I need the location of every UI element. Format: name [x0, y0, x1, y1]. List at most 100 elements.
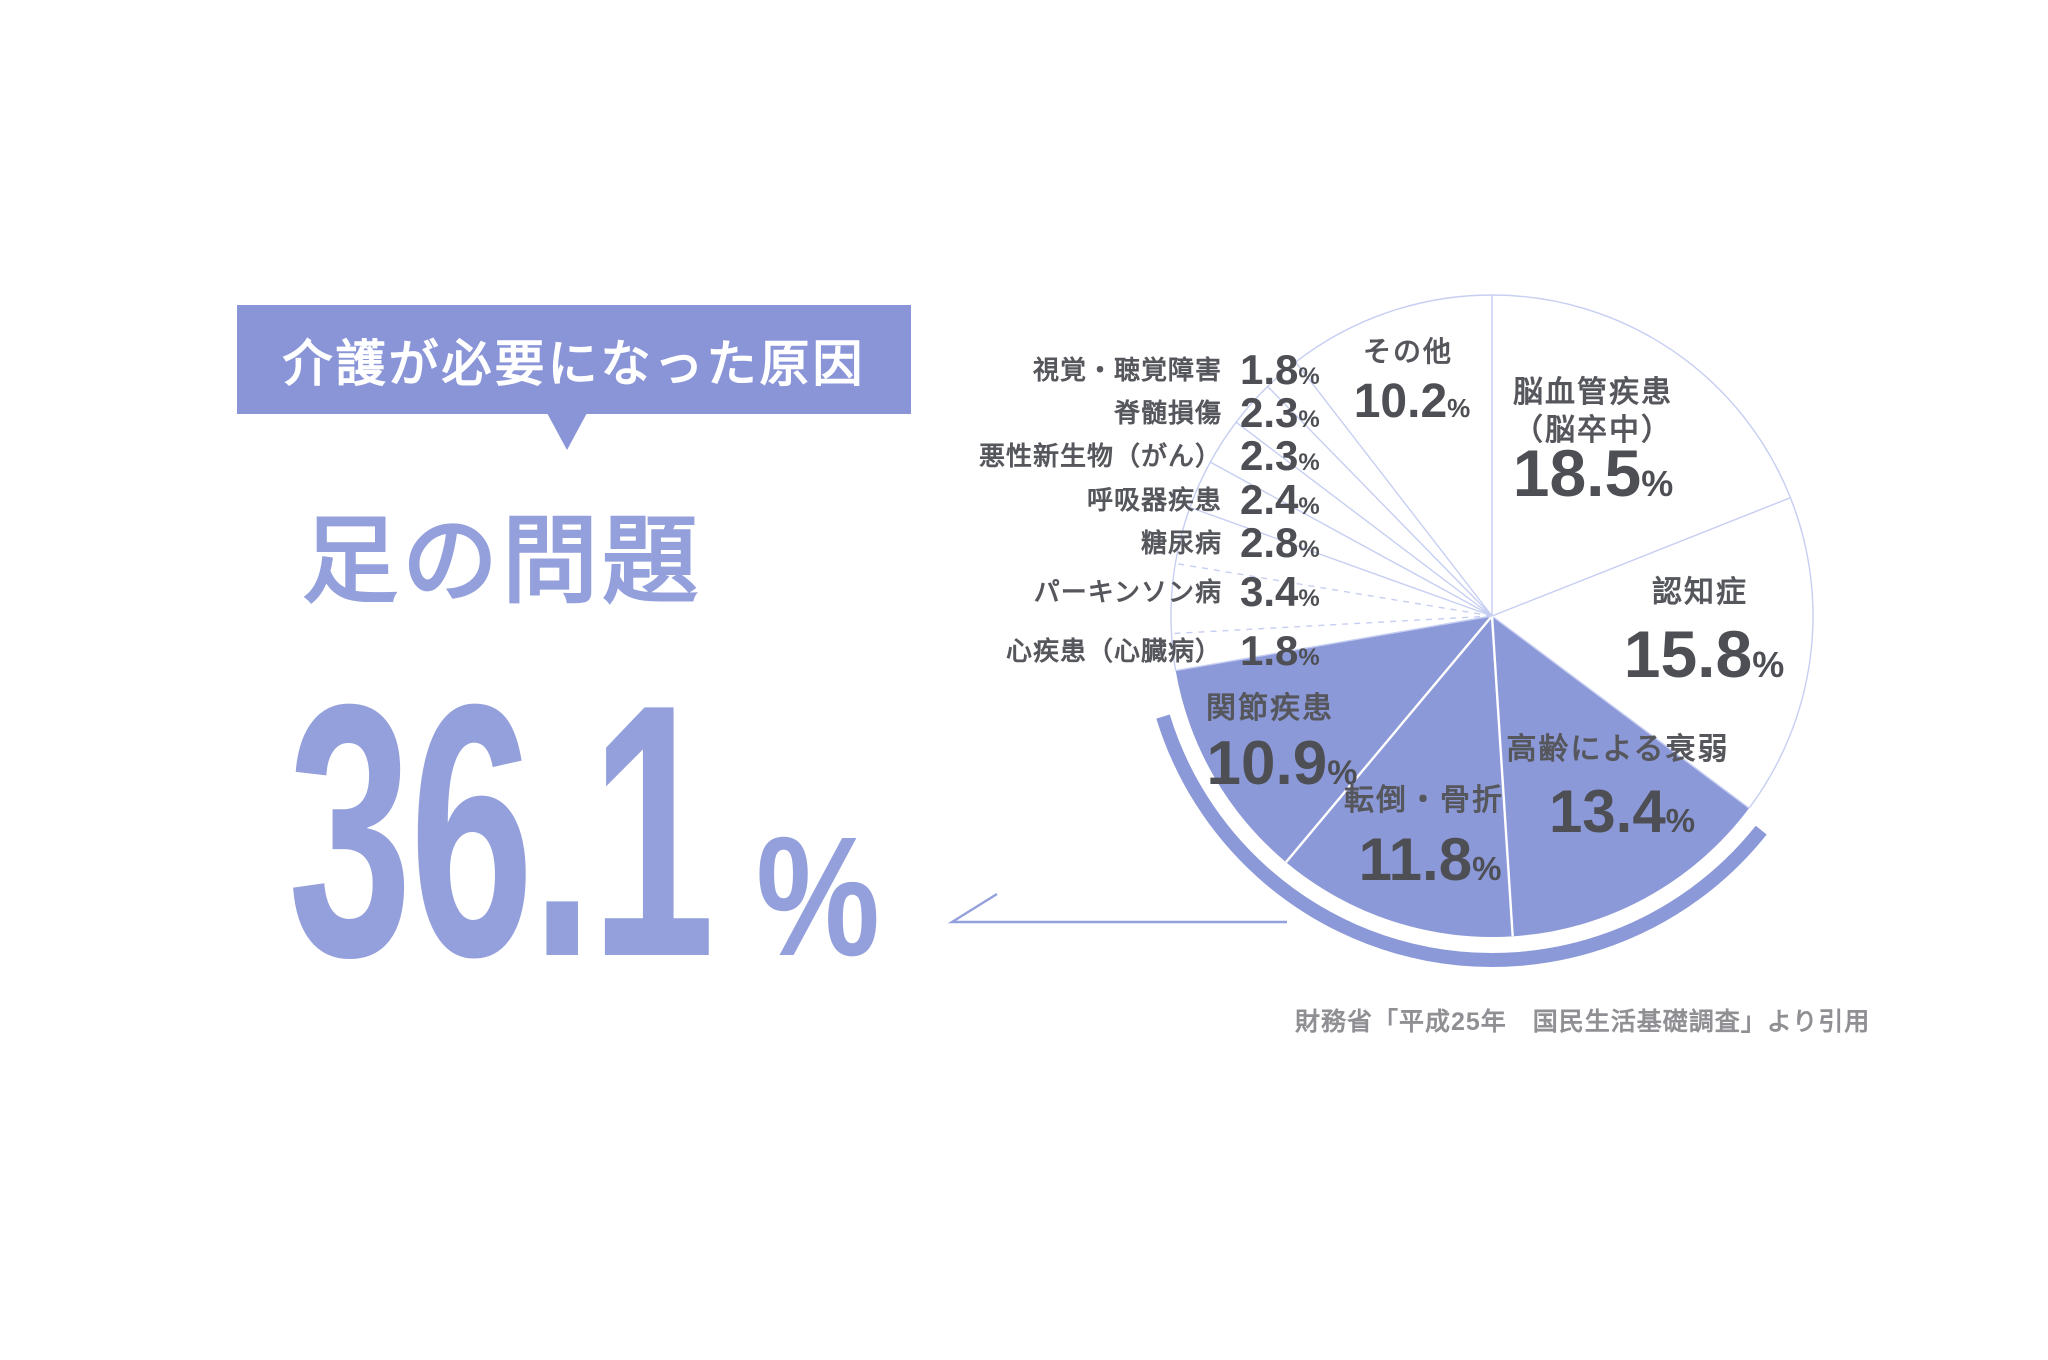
- pie-slice: [1267, 362, 1492, 616]
- pie-slice-label: その他: [1198, 334, 1618, 370]
- pie-slice-percentage: 18.5%: [1383, 433, 1803, 533]
- slice-value: 10.2: [1353, 375, 1448, 429]
- pie-slice-divider: [1209, 461, 1493, 617]
- slice-value: 15.8: [1623, 617, 1753, 692]
- pie-slice-divider: [1175, 615, 1493, 672]
- percent-sign: %: [1298, 406, 1320, 433]
- pie-slice-label-line: 高齢による衰弱: [1506, 733, 1730, 766]
- percent-sign: %: [1298, 363, 1320, 390]
- percent-sign: %: [1665, 801, 1696, 839]
- pie-slice: [1189, 462, 1492, 616]
- pie-slice-divider: [1189, 506, 1493, 617]
- pie-slice: [1175, 507, 1492, 616]
- highlight-arc: [1156, 714, 1767, 967]
- percent-sign: %: [1752, 644, 1785, 686]
- slice-value: 2.8: [1240, 519, 1299, 566]
- title-badge-pointer-icon: [547, 413, 587, 450]
- percent-sign: %: [1327, 753, 1358, 792]
- slice-value: 11.8: [1358, 825, 1473, 893]
- percent-sign: %: [1641, 463, 1674, 505]
- pie-slice-percentage: 11.8%: [1220, 823, 1640, 913]
- pie-slice-label: 脳血管疾患 （脳卒中）: [1383, 374, 1803, 450]
- pie-slice-label-line: その他: [1362, 336, 1453, 367]
- pie-slice-percentage: 13.4%: [1412, 775, 1832, 865]
- pie-slice-divider: [1267, 385, 1493, 617]
- pie-slice-label: 転倒・骨折: [1214, 782, 1634, 820]
- pie-slice: [1236, 386, 1492, 616]
- pie-slice-label: 脊髄損傷: [1113, 398, 1222, 428]
- pie-slice-divider: [1295, 361, 1493, 617]
- pie-slice: [1175, 616, 1492, 863]
- percent-sign: %: [1298, 449, 1320, 476]
- slice-value: 1.8: [1240, 346, 1299, 393]
- pie-slice: [1492, 616, 1750, 937]
- highlight-percentage-number: 36.1: [288, 630, 715, 1032]
- pie-slice-label: パーキンソン病: [1033, 577, 1222, 607]
- pie-slice-percentage: 2.4%: [1240, 474, 1320, 526]
- percent-sign: %: [1472, 849, 1502, 887]
- pie-slice: [1286, 616, 1513, 937]
- pie-slice-label: 関節疾患: [1060, 690, 1480, 728]
- pie-slice-percentage: 1.8%: [1240, 625, 1320, 677]
- pie-slice-label-line: 脳血管疾患: [1513, 376, 1673, 409]
- pie-slice-divider: [1235, 421, 1493, 617]
- slice-value: 13.4: [1548, 777, 1666, 845]
- pie-slice-percentage: 2.3%: [1240, 387, 1320, 439]
- pie-slice-label-line: 関節疾患: [1206, 692, 1334, 725]
- slice-value: 2.4: [1240, 476, 1299, 523]
- pie-slice-rim: [1491, 294, 1792, 498]
- pie-slice-percentage: 15.8%: [1494, 614, 1914, 714]
- pie-slice-percentage: 10.2%: [1202, 372, 1622, 443]
- pie-slice-percentage: 2.3%: [1240, 430, 1320, 482]
- pie-slice-percentage: 10.9%: [1072, 726, 1492, 819]
- pie-slice: [1295, 295, 1492, 616]
- pie-slice-divider: [1491, 615, 1750, 809]
- highlight-percentage: 36.1 %: [288, 651, 988, 1031]
- source-note: 財務省「平成25年 国民生活基礎調査」より引用: [1295, 1008, 1871, 1036]
- percent-sign: %: [1298, 585, 1320, 612]
- pie-slice-percentage: 2.8%: [1240, 517, 1320, 569]
- pie-slice-label: 視覚・聴覚障害: [1032, 355, 1222, 385]
- slice-value: 2.3: [1240, 432, 1299, 479]
- pie-slice-label: 呼吸器疾患: [1086, 485, 1222, 515]
- pie-slice-divider: [1285, 615, 1493, 863]
- pie-slice-rim: [1170, 563, 1177, 634]
- pie-slice-label: 心疾患（心臓病）: [1005, 636, 1222, 666]
- pie-slice-label: 糖尿病: [1140, 528, 1222, 558]
- percent-sign: %: [1298, 493, 1320, 520]
- pie-slice: [1492, 497, 1813, 809]
- percent-sign: %: [1447, 393, 1471, 424]
- pie-slice-label-line: 転倒・骨折: [1344, 784, 1504, 817]
- title-badge: 介護が必要になった原因: [237, 305, 911, 414]
- title-badge-label: 介護が必要になった原因: [282, 335, 866, 392]
- pie-slice-divider: [1490, 615, 1514, 937]
- highlight-category-label: 足の問題: [302, 508, 702, 615]
- pointer-line: [947, 892, 1287, 924]
- pie-slice: [1171, 563, 1492, 634]
- slice-value: 18.5: [1512, 436, 1642, 511]
- pie-slice: [1210, 422, 1492, 616]
- pie-slice-label: 認知症: [1490, 574, 1910, 612]
- highlight-percent-sign: %: [756, 802, 880, 992]
- pie-slice-rim: [1295, 294, 1493, 363]
- pie-slice-divider: [1175, 562, 1493, 617]
- pie-slice: [1492, 295, 1791, 616]
- pie-slice-divider: [1171, 615, 1493, 635]
- pie-slice-label: 悪性新生物（がん）: [978, 441, 1222, 471]
- pie-slice-label-line: 認知症: [1652, 576, 1748, 609]
- slice-value: 3.4: [1240, 568, 1299, 615]
- pie-slice-label-line: （脳卒中）: [1513, 414, 1673, 447]
- slice-value: 10.9: [1206, 728, 1328, 798]
- slice-value: 2.3: [1240, 389, 1299, 436]
- pie-slice-label: 高齢による衰弱: [1408, 731, 1828, 769]
- percent-sign: %: [1298, 536, 1320, 563]
- pie-slice-percentage: 3.4%: [1240, 566, 1320, 618]
- pie-slice-percentage: 1.8%: [1240, 344, 1320, 396]
- pie-slice-rim: [1748, 497, 1814, 809]
- pie-slice-divider: [1491, 497, 1791, 617]
- slice-value: 1.8: [1240, 627, 1299, 674]
- percent-sign: %: [1298, 644, 1320, 671]
